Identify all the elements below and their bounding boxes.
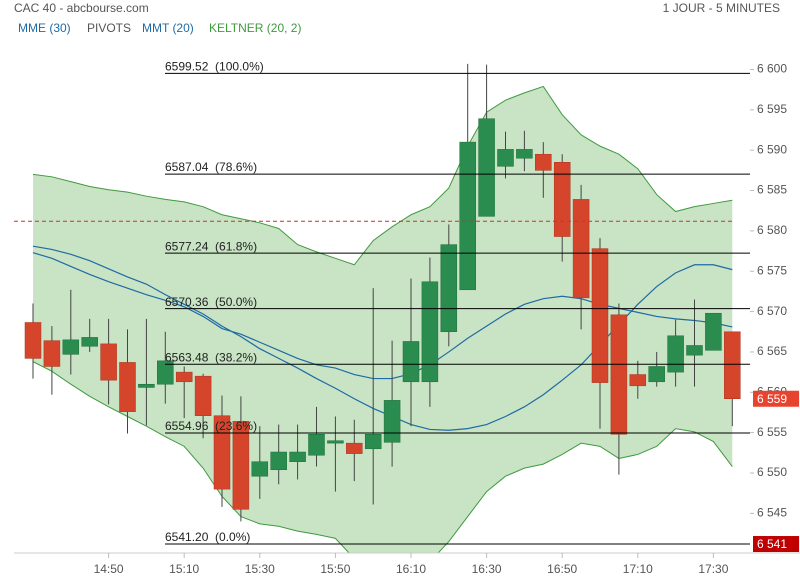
candle-body	[232, 421, 250, 510]
level-label: 6577.24 (61.8%)	[165, 239, 257, 253]
candle-body	[572, 199, 590, 299]
level-label: 6599.52 (100.0%)	[165, 60, 264, 74]
legend-entry: KELTNER (20, 2)	[209, 21, 301, 35]
price-tag	[753, 536, 799, 553]
price-tag-label: 6 559	[757, 392, 787, 406]
candle-body	[535, 153, 552, 171]
legend-entry: MME (30)	[18, 21, 71, 35]
plot	[14, 63, 741, 553]
y-tick-label: 6 600	[757, 62, 787, 76]
keltner-lower	[32, 361, 733, 553]
legend-entry: MMT (20)	[142, 21, 194, 35]
candle-body	[157, 360, 174, 385]
candle-body	[421, 281, 439, 383]
level-label: 6587.04 (78.6%)	[165, 160, 257, 174]
y-tick-label: 6 585	[757, 183, 787, 197]
y-tick-label: 6 580	[757, 223, 787, 237]
x-tick-label: 16:10	[396, 562, 426, 576]
candle-body	[591, 248, 609, 383]
period: 1 JOUR - 5 MINUTES	[663, 1, 780, 15]
candle-body	[459, 141, 476, 291]
x-tick-label: 17:10	[623, 562, 653, 576]
x-tick-label: 17:30	[698, 562, 728, 576]
x-tick-label: 14:50	[94, 562, 124, 576]
x-tick-label: 16:50	[547, 562, 577, 576]
candle-body	[289, 451, 306, 462]
candle-body	[402, 341, 420, 383]
legend-entry: PIVOTS	[87, 21, 131, 35]
y-tick-label: 6 550	[757, 465, 787, 479]
candle-body	[648, 366, 665, 383]
candle-body	[24, 322, 42, 359]
candle-body	[686, 345, 703, 356]
candle-body	[175, 371, 193, 383]
y-tick-label: 6 565	[757, 344, 787, 358]
candle-body	[138, 383, 155, 388]
candle-body	[119, 362, 136, 412]
candle-body	[629, 374, 647, 387]
x-tick-label: 16:30	[472, 562, 502, 576]
candle-body	[346, 442, 363, 454]
keltner-upper	[32, 85, 733, 266]
y-tick-label: 6 575	[757, 263, 787, 277]
price-tag-label: 6 541	[757, 537, 787, 551]
candle-body	[43, 340, 61, 367]
candle-body	[270, 451, 287, 471]
candle-body	[308, 434, 325, 456]
y-tick-label: 6 590	[757, 142, 787, 156]
y-tick-label: 6 595	[757, 102, 787, 116]
candle-body	[251, 461, 269, 477]
candle-body	[81, 337, 98, 347]
candle-body	[327, 440, 344, 444]
y-tick-label: 6 555	[757, 425, 787, 439]
y-tick-label: 6 570	[757, 304, 787, 318]
candle-body	[100, 343, 117, 381]
x-tick-label: 15:30	[245, 562, 275, 576]
candle-body	[383, 400, 401, 443]
level-label: 6554.96 (23.6%)	[165, 419, 257, 433]
candle-body	[610, 314, 628, 435]
level-label: 6563.48 (38.2%)	[165, 350, 257, 364]
level-label: 6541.20 (0.0%)	[165, 530, 250, 544]
y-tick-label: 6 545	[757, 506, 787, 520]
x-tick-label: 15:50	[320, 562, 350, 576]
price-tag	[753, 390, 799, 407]
level-label: 6570.36 (50.0%)	[165, 295, 257, 309]
candle-body	[213, 415, 231, 490]
x-tick-label: 15:10	[169, 562, 199, 576]
candle-body	[497, 149, 514, 167]
moving-average	[32, 252, 733, 380]
candle-body	[553, 162, 571, 237]
candle-body	[667, 335, 684, 373]
candle-body	[364, 434, 382, 450]
candle-body	[194, 375, 212, 416]
candle-body	[705, 312, 722, 351]
candle-body	[516, 149, 533, 159]
page-title: CAC 40 - abcbourse.com	[14, 1, 149, 15]
candle-body	[478, 118, 495, 217]
candle-body	[62, 339, 80, 355]
candle-body	[440, 244, 458, 333]
candle-body	[724, 331, 741, 399]
